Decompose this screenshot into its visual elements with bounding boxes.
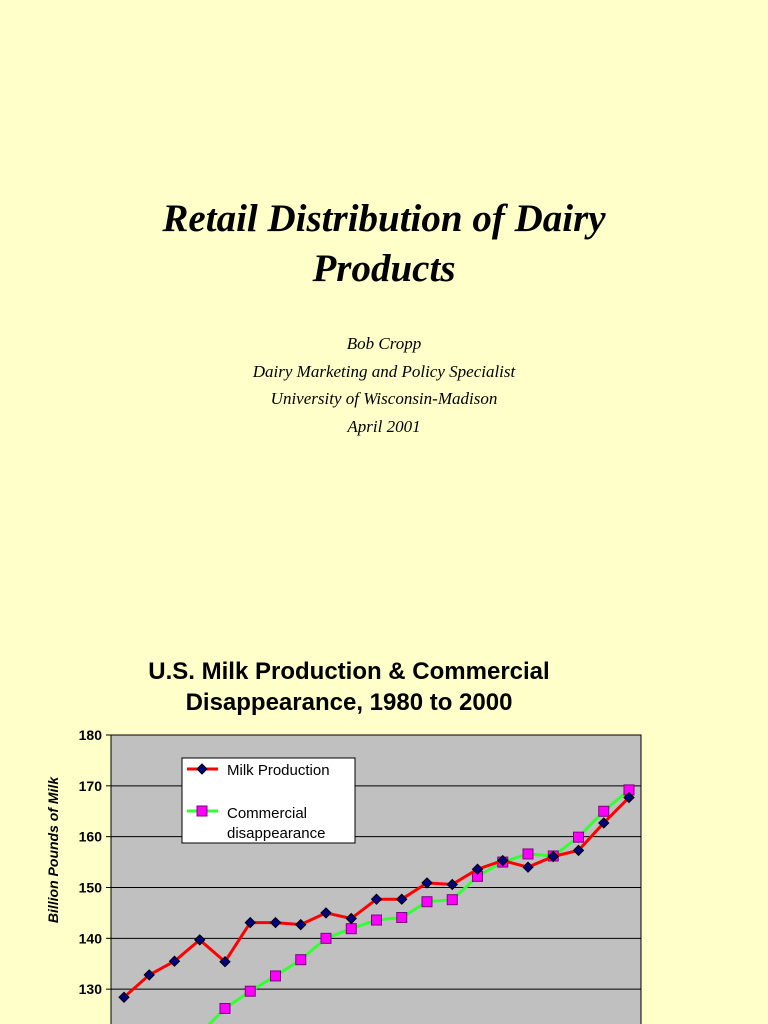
- commercial-disappearance-point: [522, 848, 534, 860]
- series-layer: [118, 784, 635, 1024]
- commercial-disappearance-point: [573, 831, 584, 843]
- commercial-disappearance-point: [320, 932, 332, 944]
- milk-production-point: [572, 844, 585, 857]
- milk-production-point: [219, 956, 231, 968]
- commercial-disappearance-point: [371, 914, 382, 926]
- milk-production-point: [547, 850, 559, 863]
- slide-title-line-1: Retail Distribution of Dairy: [162, 197, 606, 240]
- milk-production-series: [118, 791, 635, 1004]
- commercial-disappearance-point: [270, 970, 281, 982]
- milk-production-point: [598, 817, 610, 829]
- milk-production-point: [446, 878, 458, 891]
- milk-production-point: [370, 893, 383, 905]
- author-name: Bob Cropp: [346, 334, 422, 353]
- milk-production-point: [396, 893, 408, 905]
- milk-production-point: [295, 918, 307, 931]
- commercial-disappearance-point: [421, 896, 433, 908]
- legend-milk-marker: [196, 763, 208, 775]
- commercial-disappearance-point: [295, 954, 307, 966]
- slide-title: Retail Distribution of Dairy Products: [0, 194, 768, 294]
- chart-legend: Milk Production Commercial disappearance: [181, 757, 356, 844]
- legend-label-disappearance: disappearance: [227, 825, 325, 842]
- commercial-disappearance-point: [396, 911, 408, 923]
- milk-production-point: [194, 934, 206, 946]
- chart-title-line-1: U.S. Milk Production & Commercial: [148, 658, 550, 685]
- chart-title-line-2: Disappearance, 1980 to 2000: [185, 689, 513, 716]
- y-axis-label: Billion Pounds of Milk: [45, 776, 61, 923]
- y-tick-label: 130: [79, 981, 103, 997]
- y-tick-label: 150: [79, 880, 103, 896]
- y-tick-label: 160: [79, 829, 103, 845]
- milk-production-point: [168, 955, 181, 967]
- milk-production-point: [623, 791, 635, 804]
- milk-production-point: [522, 861, 534, 873]
- milk-production-point: [143, 969, 155, 981]
- milk-production-point: [269, 916, 282, 929]
- milk-production-point: [471, 863, 484, 875]
- y-tick-label: 170: [79, 778, 103, 794]
- legend-disappearance-marker: [196, 805, 208, 817]
- y-axis-tick-labels: 120130140150160170180: [79, 727, 111, 997]
- author-institution: University of Wisconsin-Madison: [270, 389, 498, 408]
- milk-production-point: [345, 912, 357, 925]
- commercial-disappearance-point: [598, 805, 610, 817]
- chart-title: U.S. Milk Production & Commercial Disapp…: [0, 656, 698, 718]
- legend-label-milk-production: Milk Production: [227, 762, 330, 779]
- commercial-disappearance-point: [219, 1002, 231, 1014]
- milk-production-point: [421, 877, 433, 889]
- milk-production-chart: 120130140150160170180 Billion Pounds of …: [45, 727, 642, 1024]
- milk-production-point: [244, 916, 256, 929]
- slide-subtitle: Bob Cropp Dairy Marketing and Policy Spe…: [0, 330, 768, 440]
- milk-production-point: [497, 854, 509, 867]
- y-tick-label: 140: [79, 930, 103, 946]
- author-position: Dairy Marketing and Policy Specialist: [252, 361, 516, 381]
- slide-title-line-2: Products: [312, 247, 456, 290]
- commercial-disappearance-point: [345, 923, 357, 935]
- milk-production-point: [320, 907, 332, 919]
- milk-production-point: [118, 991, 130, 1004]
- legend-box: [181, 757, 356, 844]
- y-tick-label: 180: [79, 727, 103, 743]
- legend-label-commercial: Commercial: [227, 805, 307, 822]
- presentation-date: April 2001: [347, 416, 421, 436]
- commercial-disappearance-point: [244, 985, 256, 997]
- commercial-disappearance-point: [446, 894, 458, 906]
